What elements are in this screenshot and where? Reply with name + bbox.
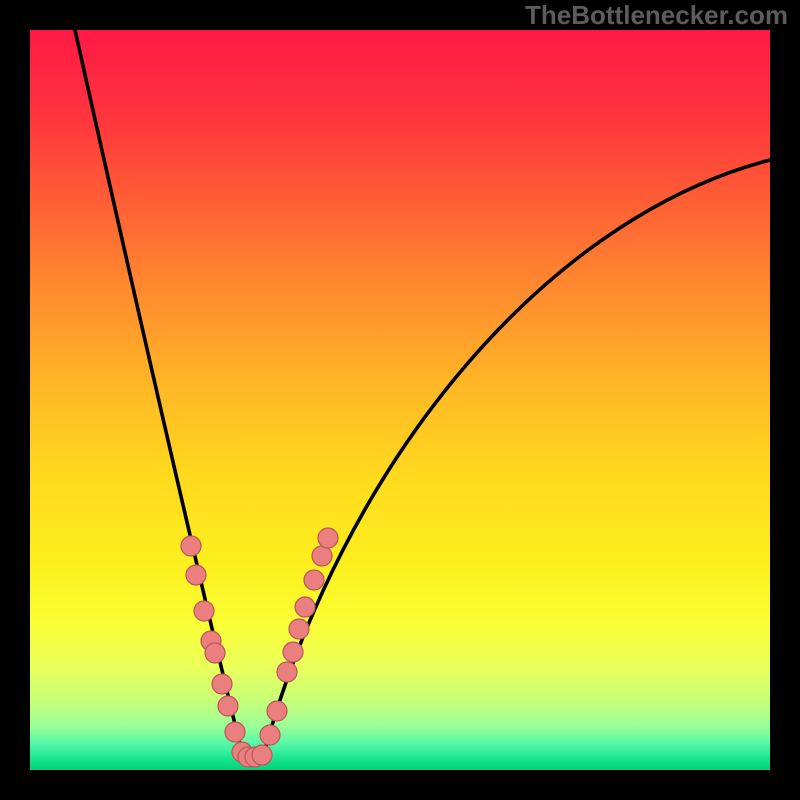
data-marker xyxy=(225,722,245,742)
data-marker xyxy=(318,528,338,548)
chart-root: TheBottlenecker.com xyxy=(0,0,800,800)
data-marker xyxy=(295,597,315,617)
data-marker xyxy=(205,643,225,663)
data-marker xyxy=(304,570,324,590)
gradient-background xyxy=(30,30,770,770)
data-marker xyxy=(186,565,206,585)
data-marker xyxy=(218,696,238,716)
watermark-label: TheBottlenecker.com xyxy=(525,0,788,30)
data-marker xyxy=(252,745,272,765)
data-marker xyxy=(194,601,214,621)
data-marker xyxy=(283,642,303,662)
data-marker xyxy=(312,546,332,566)
chart-svg: TheBottlenecker.com xyxy=(0,0,800,800)
data-marker xyxy=(212,674,232,694)
data-marker xyxy=(181,536,201,556)
data-marker xyxy=(267,701,287,721)
data-marker xyxy=(289,619,309,639)
data-marker xyxy=(260,725,280,745)
data-marker xyxy=(277,662,297,682)
